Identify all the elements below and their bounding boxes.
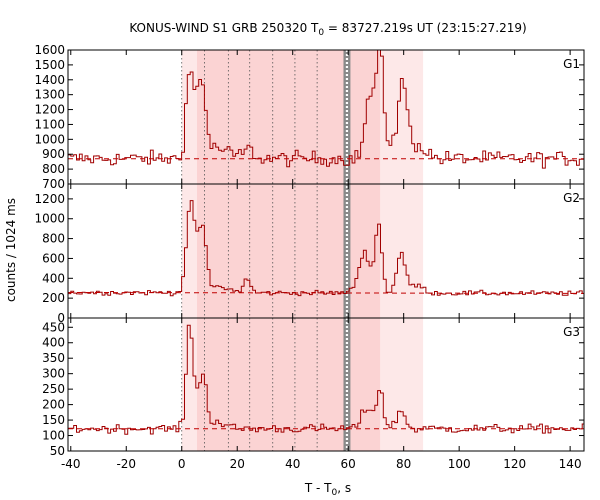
x-axis-label-rest: , s — [337, 481, 351, 495]
xtick-label-0: -40 — [61, 457, 81, 471]
panel-frame-g3 — [67, 317, 585, 452]
ytick-label-g1-8: 1500 — [34, 58, 65, 72]
chart-title: KONUS-WIND S1 GRB 250320 T0 = 83727.219s… — [129, 21, 526, 38]
ytick-label-g3-2: 150 — [42, 413, 65, 427]
light-curve-g1 — [68, 49, 584, 169]
chart-title-subscript: 0 — [318, 28, 324, 38]
ytick-label-g1-5: 1200 — [34, 103, 65, 117]
xtick-label-8: 120 — [503, 457, 526, 471]
ytick-label-g3-6: 350 — [42, 351, 65, 365]
ytick-label-g3-5: 300 — [42, 367, 65, 381]
panel-label-g3: G3 — [563, 325, 580, 339]
ytick-label-g1-0: 700 — [42, 177, 65, 191]
xtick-label-7: 100 — [448, 457, 471, 471]
ytick-label-g1-4: 1100 — [34, 117, 65, 131]
xtick-label-5: 60 — [341, 457, 356, 471]
x-axis-label-subscript: 0 — [332, 488, 338, 498]
x-axis-label-main: T - T — [304, 481, 332, 495]
ytick-label-g1-7: 1400 — [34, 73, 65, 87]
y-axis-label: counts / 1024 ms — [4, 198, 18, 302]
ytick-label-g2-0: 0 — [57, 311, 65, 325]
xtick-label-6: 80 — [396, 457, 411, 471]
ytick-label-g1-3: 1000 — [34, 132, 65, 146]
shaded-intervals — [181, 50, 424, 451]
ytick-label-g2-1: 200 — [42, 291, 65, 305]
ytick-label-g1-6: 1300 — [34, 88, 65, 102]
panel-g3 — [68, 324, 584, 435]
panel-label-g1: G1 — [563, 57, 580, 71]
xtick-label-1: -20 — [116, 457, 136, 471]
shade-medium — [197, 50, 381, 451]
panels — [67, 49, 585, 435]
ytick-label-g2-2: 400 — [42, 271, 65, 285]
ytick-label-g3-0: 50 — [50, 444, 65, 458]
ytick-label-g3-1: 100 — [42, 429, 65, 443]
ytick-label-g1-1: 800 — [42, 162, 65, 176]
ytick-label-g1-9: 1600 — [34, 43, 65, 57]
chart-title-rest: = 83727.219s UT (23:15:27.219) — [324, 21, 527, 35]
x-axis-label: T - T0, s — [304, 481, 351, 498]
xtick-label-9: 140 — [559, 457, 582, 471]
xtick-label-2: 0 — [178, 457, 186, 471]
panel-label-g2: G2 — [563, 191, 580, 205]
ytick-label-g3-8: 450 — [42, 320, 65, 334]
xtick-label-3: 20 — [230, 457, 245, 471]
ytick-label-g2-3: 600 — [42, 251, 65, 265]
ytick-label-g2-6: 1200 — [34, 192, 65, 206]
light-curve-g2 — [68, 200, 584, 297]
panel-g1 — [68, 49, 584, 169]
ytick-label-g2-4: 800 — [42, 232, 65, 246]
ytick-label-g2-5: 1000 — [34, 212, 65, 226]
light-curve-g3 — [68, 324, 584, 435]
chart-title-main: KONUS-WIND S1 GRB 250320 T — [129, 21, 319, 35]
xtick-label-4: 40 — [285, 457, 300, 471]
ytick-label-g1-2: 900 — [42, 147, 65, 161]
ytick-label-g3-7: 400 — [42, 336, 65, 350]
panel-g2 — [67, 200, 585, 297]
panel-frames: 7008009001000110012001300140015001600G10… — [34, 43, 585, 471]
ytick-label-g3-3: 200 — [42, 398, 65, 412]
ytick-label-g3-4: 250 — [42, 382, 65, 396]
